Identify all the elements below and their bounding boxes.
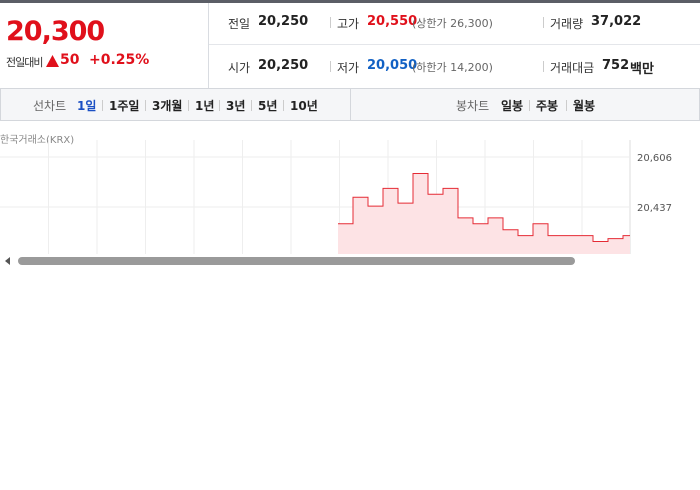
separator [543,17,544,28]
tab[interactable]: 주봉 [536,99,559,113]
stat-label: 거래량 [550,17,584,31]
top-border [0,0,700,3]
divider [350,88,351,121]
separator [529,100,530,111]
tab[interactable]: 1일 [77,99,97,113]
stat-label: 시가 [228,61,251,75]
separator [330,17,331,28]
stat-value: 20,550 [367,14,418,29]
tab[interactable]: 월봉 [573,99,596,113]
separator [566,100,567,111]
y-tick-label: 20,606 [637,153,672,164]
source: 한국거래소(KRX) [0,135,75,146]
separator [219,100,220,111]
stat-label: 저가 [337,61,360,75]
separator [543,61,544,72]
tab[interactable]: 1주일 [109,99,140,113]
separator [145,100,146,111]
y-tick-label: 20,267 [637,253,672,264]
tab-label: 선차트 [33,99,67,113]
y-tick-label: 20,437 [637,203,672,214]
stat-value: 37,022 [591,14,642,29]
stat-label: 전일 [228,17,251,31]
price-box [0,3,209,88]
tab[interactable]: 3개월 [152,99,183,113]
price-chart: 20,606 20,437 20,267 [0,140,700,268]
divider [209,44,700,45]
tab[interactable]: 5년 [258,99,278,113]
tab[interactable]: 3년 [226,99,246,113]
stat-label: 거래대금 [550,61,595,75]
change: 50 [60,52,80,68]
change-label: 전일대비 [6,56,43,69]
tab[interactable]: 1년 [195,99,215,113]
separator [330,61,331,72]
stat-note: (상한가 26,300) [412,17,493,30]
tab[interactable]: 10년 [290,99,318,113]
scrollbar-thumb[interactable] [18,257,575,265]
separator [283,100,284,111]
stat-note: (하한가 14,200) [412,61,493,74]
change-rate: +0.25% [89,52,150,68]
current-price: 20,300 [6,16,105,47]
tab-label: 봉차트 [456,99,490,113]
separator [188,100,189,111]
stat-value: 20,250 [258,14,309,29]
scroll-left[interactable] [5,257,10,265]
up-arrow [46,55,59,67]
price-line [338,173,630,243]
separator [251,100,252,111]
separator [102,100,103,111]
stat-value: 752 [602,58,630,73]
stat-value: 20,050 [367,58,418,73]
stat-unit: 백만 [630,62,654,77]
price-area [338,173,630,254]
tab[interactable]: 일봉 [501,99,524,113]
stat-label: 고가 [337,17,360,31]
stat-value: 20,250 [258,58,309,73]
